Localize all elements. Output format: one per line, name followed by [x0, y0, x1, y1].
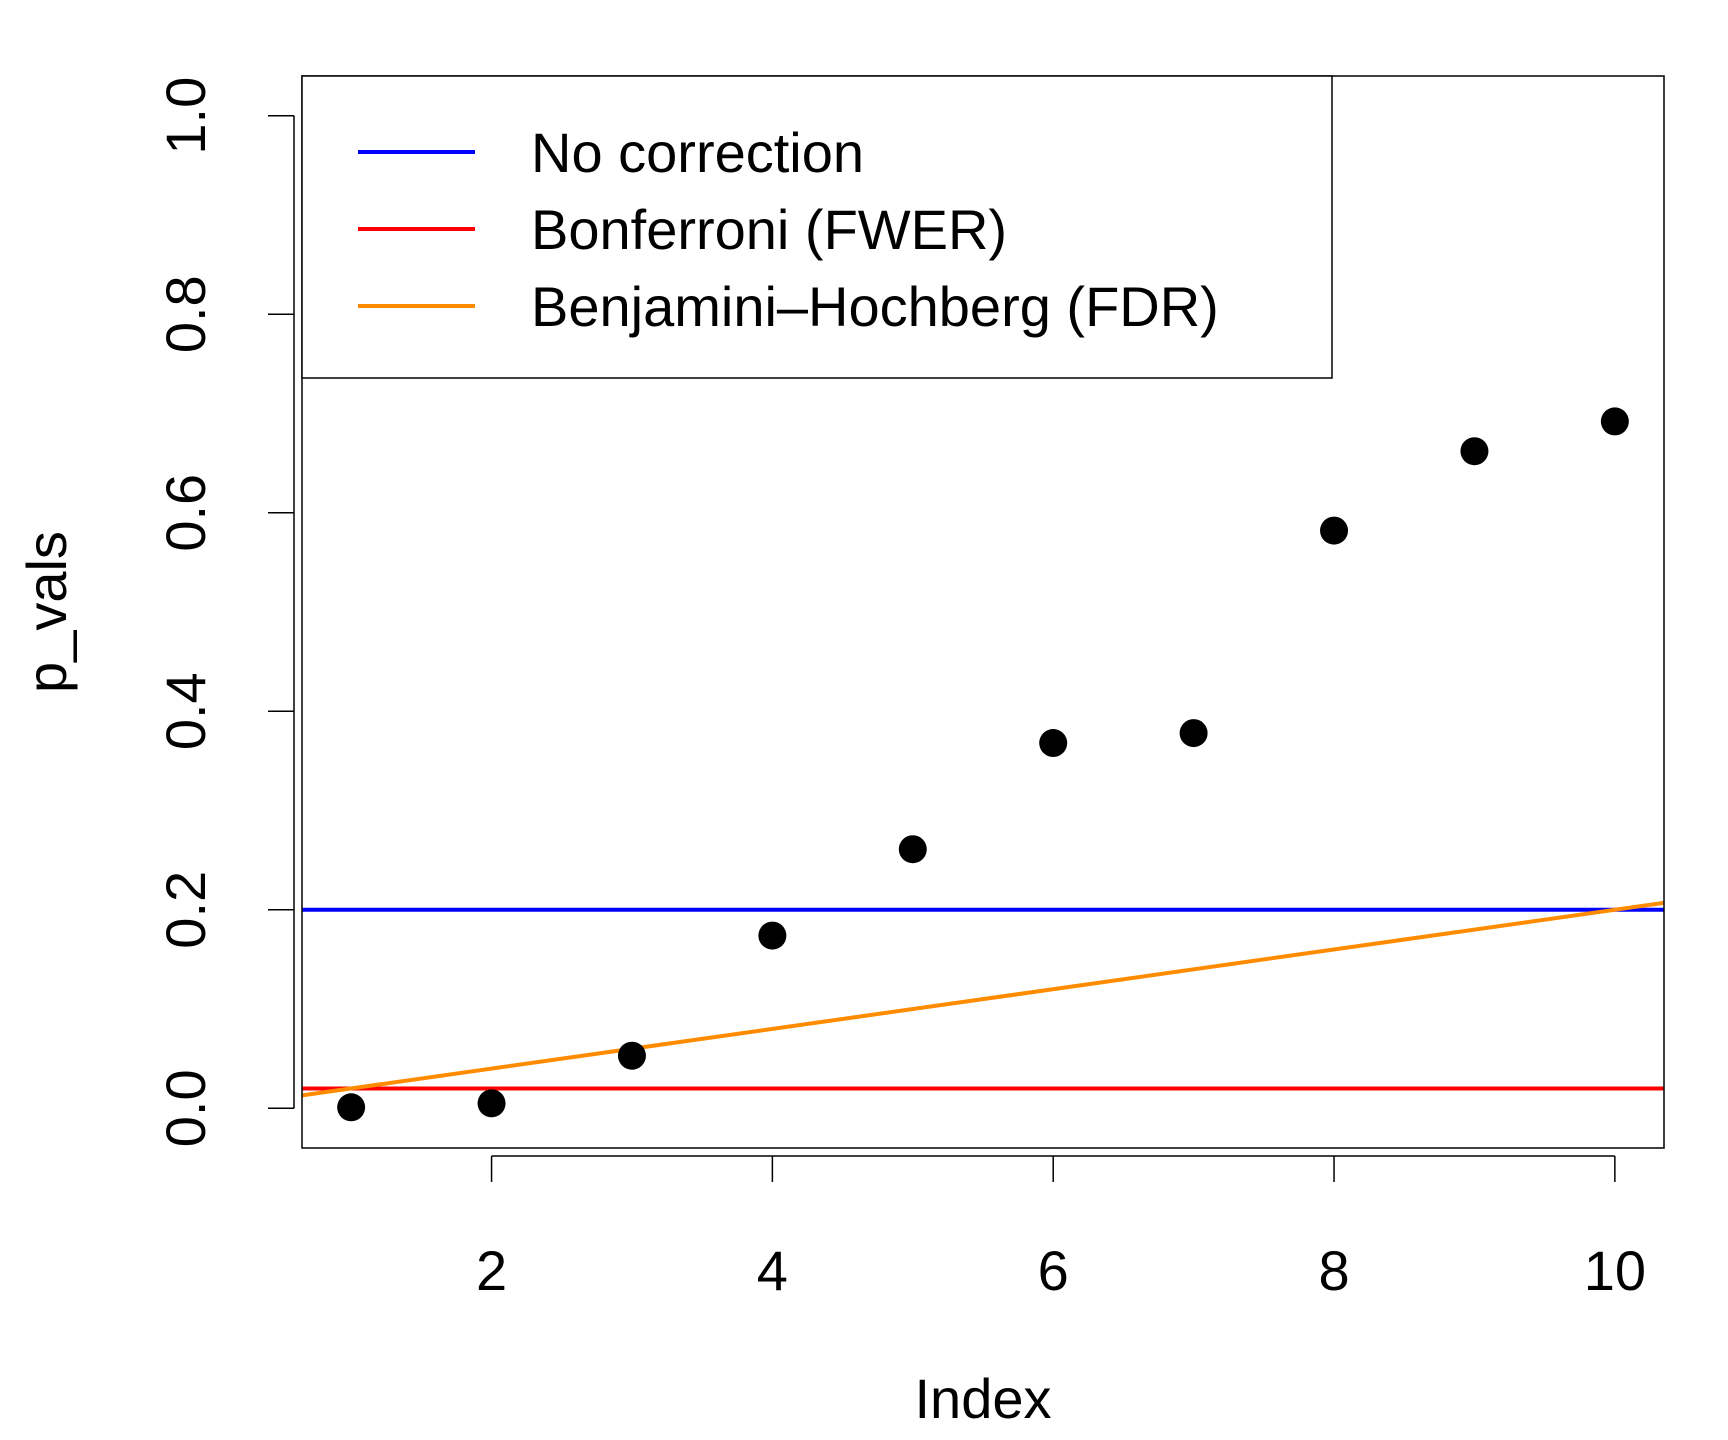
- y-tick-label: 0.0: [154, 1069, 217, 1147]
- axes: 2 4 6 8 10 0.0 0.2 0.4 0.6 0.8 1.0: [154, 77, 1646, 1302]
- data-point: [1320, 516, 1349, 545]
- data-points: [337, 407, 1629, 1122]
- x-tick-label: 6: [1038, 1239, 1069, 1302]
- x-tick-label: 4: [757, 1239, 788, 1302]
- data-point: [1600, 407, 1629, 436]
- y-tick-label: 1.0: [154, 77, 217, 155]
- legend-label: Benjamini–Hochberg (FDR): [531, 275, 1219, 338]
- data-point: [477, 1089, 506, 1118]
- legend: No correction Bonferroni (FWER) Benjamini–…: [301, 75, 1333, 379]
- y-axis-label: p_vals: [15, 531, 78, 693]
- data-point: [898, 835, 927, 864]
- x-tick-label: 8: [1318, 1239, 1349, 1302]
- x-tick-label: 10: [1584, 1239, 1646, 1302]
- x-axis-label: Index: [915, 1367, 1052, 1430]
- data-point: [1179, 719, 1208, 748]
- data-point: [1039, 729, 1068, 758]
- legend-label: Bonferroni (FWER): [531, 198, 1007, 261]
- legend-label: No correction: [531, 121, 864, 184]
- y-tick-label: 0.8: [154, 275, 217, 353]
- y-tick-label: 0.2: [154, 871, 217, 949]
- reference-lines: [302, 900, 1664, 1098]
- x-tick-label: 2: [476, 1239, 507, 1302]
- y-tick-label: 0.4: [154, 672, 217, 750]
- data-point: [617, 1041, 646, 1070]
- data-point: [758, 921, 787, 950]
- data-point: [1460, 437, 1489, 466]
- data-point: [337, 1093, 366, 1122]
- y-tick-label: 0.6: [154, 474, 217, 552]
- reference-line-3: [302, 900, 1664, 1098]
